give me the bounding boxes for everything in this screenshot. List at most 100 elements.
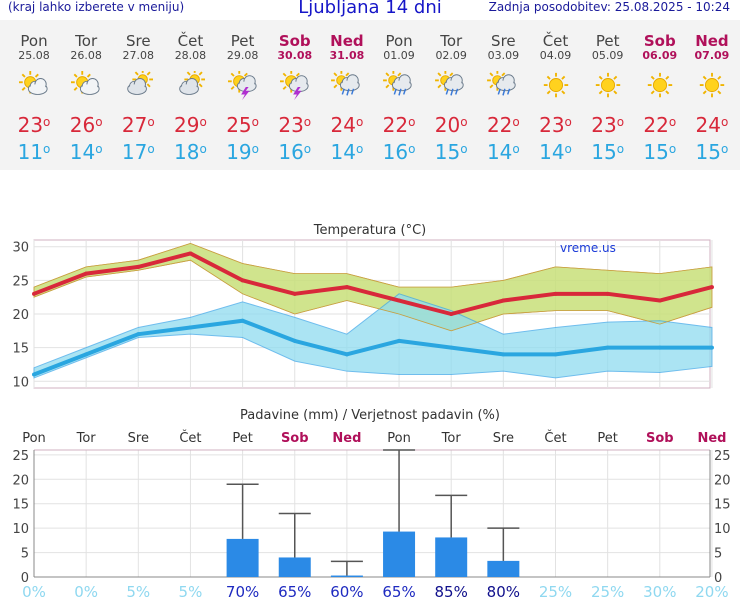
tmax-point [397,298,402,303]
temp-max: 29o [174,113,207,137]
precipitation-bar [435,537,468,577]
thunderstorm-icon [227,70,257,101]
day-date: 02.09 [435,49,467,62]
temp-max: 23o [17,113,51,137]
day-column: Pet 05.09 23o 15o [582,20,634,170]
temp-min: 14o [330,140,364,164]
precipitation-probability-label: 65% [278,583,311,600]
day-name: Čet [542,32,569,50]
partly-cloudy-icon [19,71,48,95]
precipitation-day-label: Ned [332,431,361,446]
temp-max: 20o [434,113,468,137]
tmax-line [33,251,713,316]
tmin-point [136,332,141,337]
temperature-tick-label: 15 [12,342,29,357]
temperature-title: Temperatura (°C) [313,223,426,238]
tmin-point [240,318,245,323]
watermark: vreme.us [560,241,616,255]
tmin-line [33,318,712,377]
header: (kraj lahko izberete v meniju) Ljubljana… [0,0,740,18]
forecast-charts: Temperatura (°C) 10 15 20 25 30 vreme.us Padavi… [12,223,731,600]
tmax-point [84,271,89,276]
day-name: Sob [643,32,676,50]
day-name: Pon [20,32,48,50]
temp-min: 18o [174,140,207,164]
temp-min: 16o [382,140,416,164]
precipitation-day-label: Sob [281,431,309,446]
tmax-point [240,278,245,283]
precipitation-probability-label: 20% [695,583,728,600]
day-column: Sob 30.08 23o 16o [269,20,321,170]
day-name: Tor [440,32,463,50]
tmin-point [709,345,714,350]
precipitation-bar [487,560,520,577]
tmax-point [501,298,506,303]
tmax-point [553,291,558,296]
temp-max: 23o [539,113,572,137]
precipitation-day-label: Sre [128,431,149,446]
precipitation-probability-label: 70% [226,583,259,600]
precipitation-day-label: Tor [441,431,462,446]
tmin-point [605,345,610,350]
location-hint[interactable]: (kraj lahko izberete v meniju) [8,0,185,14]
precipitation-day-label: Čet [179,430,201,446]
rain-icon [383,70,412,96]
temp-max: 22o [643,113,677,137]
tmax-point [449,312,454,316]
tmin-point [397,338,402,343]
day-name: Pet [230,32,255,50]
precipitation-tick-right: 10 [714,522,731,537]
tmin-point [292,338,297,343]
precipitation-day-label: Sre [493,431,514,446]
tmin-point [553,352,558,357]
day-name: Pet [595,32,620,50]
tmax-point [709,285,714,290]
temperature-tick-label: 25 [12,274,29,289]
precipitation-bar [383,531,416,577]
temp-min: 11o [17,140,51,164]
precipitation-probability-label: 65% [382,583,415,600]
day-column: Tor 26.08 26o 14o [60,20,112,170]
tmax-point [292,291,297,296]
tmin-point [32,372,36,377]
tmin-point [449,345,454,350]
day-column: Sre 03.09 22o 14o [477,20,529,170]
cloudy-icon [179,69,206,95]
day-column: Sob 06.09 22o 15o [634,20,686,170]
day-name: Ned [695,32,729,50]
day-name: Čet [177,32,204,50]
temp-max: 27o [121,113,155,137]
sunny-icon [699,72,725,98]
precipitation-day-label: Sob [646,431,674,446]
day-date: 29.08 [226,49,259,62]
temp-min: 15o [643,140,677,164]
precipitation-probability-label: 5% [126,583,150,600]
precipitation-tick-right: 0 [714,571,722,586]
tmin-point [188,325,193,330]
day-date: 07.09 [694,49,730,62]
tmin-point [657,345,662,350]
day-column: Ned 31.08 24o 14o [321,20,373,170]
precipitation-tick-left: 5 [21,547,29,562]
day-date: 27.08 [122,49,155,62]
precipitation-bar [226,538,259,577]
page-title: Ljubljana 14 dni [298,0,442,18]
precipitation-probability-label: 85% [435,583,468,600]
tmax-point [605,291,610,296]
tmax-point [188,251,193,256]
precipitation-day-label: Pon [22,431,46,446]
day-name: Sre [491,32,516,50]
precipitation-day-label: Čet [544,430,566,446]
temp-max: 23o [591,113,625,137]
day-name: Tor [75,32,98,50]
temperature-tick-label: 10 [12,375,29,390]
day-column: Pet 29.08 25o 19o [217,20,269,170]
precipitation-probability-label: 60% [330,583,363,600]
last-update: Zadnja posodobitev: 25.08.2025 - 10:24 [488,0,730,14]
tmin-point [344,352,349,357]
day-column: Čet 28.08 29o 18o [164,20,216,170]
day-date: 04.09 [539,49,572,62]
rain-icon [487,70,516,96]
daily-forecast-strip: Pon 25.08 23o 11o Tor 26.08 26o 14o Sre 27.08 27o 1… [0,20,740,170]
precipitation-day-label: Pet [597,431,617,446]
